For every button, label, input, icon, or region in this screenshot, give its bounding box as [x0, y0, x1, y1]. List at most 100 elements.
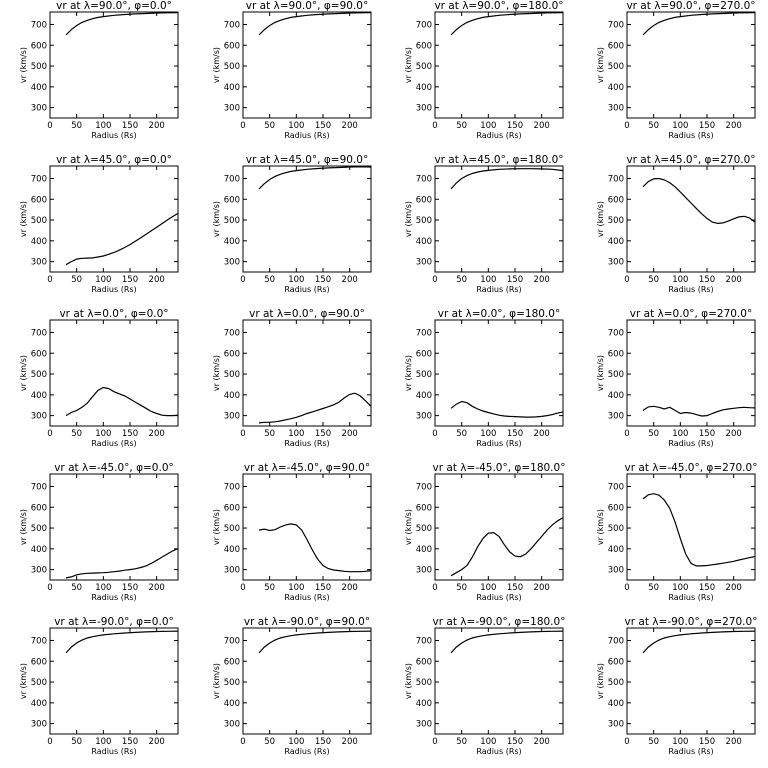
x-tick-label: 0: [624, 121, 629, 131]
subplot-title: vr at λ=-45.0°, φ=0.0°: [54, 462, 174, 474]
subplot-title: vr at λ=0.0°, φ=270.0°: [630, 308, 752, 320]
velocity-curve: [258, 166, 372, 190]
y-tick-label: 300: [416, 566, 432, 576]
subplot-title: vr at λ=-45.0°, φ=180.0°: [433, 462, 566, 474]
velocity-curve: [642, 493, 756, 567]
y-axis-label: vr (km/s): [596, 355, 605, 391]
subplot-15: vr at λ=-45.0°, φ=180.0° 0 50 100 150 200 300 4…: [404, 462, 565, 602]
plot-frame: [242, 473, 372, 581]
y-tick-label: 700: [224, 328, 240, 338]
y-tick-label: 300: [608, 720, 624, 730]
y-tick-label: 700: [608, 328, 624, 338]
x-tick-label: 150: [315, 275, 331, 285]
y-tick-label: 600: [608, 195, 624, 205]
x-tick-label: 200: [149, 429, 165, 439]
x-tick-label: 0: [240, 275, 245, 285]
plot-frame: [49, 319, 179, 427]
y-tick-label: 300: [608, 566, 624, 576]
y-axis-label: vr (km/s): [596, 47, 605, 83]
subplot-20: vr at λ=-90.0°, φ=270.0° 0 50 100 150 200 300 4…: [596, 616, 757, 756]
x-tick-label: 150: [699, 275, 715, 285]
y-tick-label: 500: [31, 524, 47, 534]
x-tick-label: 150: [507, 583, 523, 593]
plot-frame: [242, 165, 372, 273]
y-tick-label: 300: [224, 566, 240, 576]
x-tick-label: 50: [264, 121, 275, 131]
subplot-9: vr at λ=0.0°, φ=0.0° 0 50 100 150 200 300 400 50…: [19, 308, 179, 448]
subplot-13: vr at λ=-45.0°, φ=0.0° 0 50 100 150 200 300 400…: [19, 462, 179, 602]
y-tick-label: 300: [608, 258, 624, 268]
y-tick-label: 600: [224, 657, 240, 667]
subplot-8: vr at λ=45.0°, φ=270.0° 0 50 100 150 200 300 40…: [596, 154, 756, 294]
y-tick-label: 500: [608, 62, 624, 72]
y-tick-label: 500: [416, 370, 432, 380]
x-tick-label: 50: [456, 737, 467, 747]
y-tick-label: 500: [224, 678, 240, 688]
plot-frame: [242, 11, 372, 119]
y-tick-label: 700: [608, 636, 624, 646]
x-tick-label: 200: [149, 737, 165, 747]
y-tick-label: 500: [224, 370, 240, 380]
x-tick-label: 100: [480, 737, 496, 747]
velocity-curve: [65, 386, 179, 417]
subplot-title: vr at λ=-90.0°, φ=0.0°: [54, 616, 174, 628]
y-tick-label: 500: [31, 678, 47, 688]
y-tick-label: 300: [31, 566, 47, 576]
y-tick-label: 600: [224, 195, 240, 205]
subplot-2: vr at λ=90.0°, φ=90.0° 0 50 100 150 200 300 400…: [212, 0, 372, 140]
y-axis-label: vr (km/s): [212, 47, 221, 83]
y-tick-label: 400: [31, 545, 47, 555]
x-tick-label: 0: [432, 275, 437, 285]
subplot-4: vr at λ=90.0°, φ=270.0° 0 50 100 150 200 300 40…: [596, 0, 756, 140]
x-tick-label: 50: [264, 583, 275, 593]
y-tick-label: 300: [31, 104, 47, 114]
subplot-10: vr at λ=0.0°, φ=90.0° 0 50 100 150 200 300 400 5…: [212, 308, 372, 448]
velocity-curve: [65, 12, 179, 36]
x-tick-label: 100: [288, 275, 304, 285]
x-tick-label: 100: [672, 737, 688, 747]
subplot-title: vr at λ=-45.0°, φ=90.0°: [244, 462, 370, 474]
x-tick-label: 0: [432, 737, 437, 747]
x-tick-label: 150: [122, 275, 138, 285]
x-tick-label: 50: [648, 737, 659, 747]
plot-frame: [626, 473, 756, 581]
subplot-17: vr at λ=-90.0°, φ=0.0° 0 50 100 150 200 300 400…: [19, 616, 179, 756]
x-tick-label: 50: [264, 429, 275, 439]
y-axis-label: vr (km/s): [596, 663, 605, 699]
x-tick-label: 0: [624, 275, 629, 285]
y-tick-label: 700: [416, 328, 432, 338]
x-axis-label: Radius (Rs): [284, 285, 329, 294]
y-tick-label: 600: [31, 657, 47, 667]
y-tick-label: 600: [31, 41, 47, 51]
y-tick-label: 300: [31, 720, 47, 730]
plot-frame: [626, 165, 756, 273]
x-tick-label: 100: [95, 121, 111, 131]
y-axis-label: vr (km/s): [404, 355, 413, 391]
plot-frame: [434, 473, 564, 581]
y-tick-label: 600: [31, 195, 47, 205]
x-tick-label: 100: [288, 429, 304, 439]
x-tick-label: 200: [534, 429, 550, 439]
velocity-curve: [450, 630, 564, 654]
y-axis-label: vr (km/s): [19, 201, 28, 237]
velocity-curve: [258, 12, 372, 36]
subplot-6: vr at λ=45.0°, φ=90.0° 0 50 100 150 200 300 400…: [212, 154, 372, 294]
y-tick-label: 400: [31, 83, 47, 93]
y-tick-label: 600: [224, 349, 240, 359]
y-axis-label: vr (km/s): [212, 509, 221, 545]
x-tick-label: 150: [315, 583, 331, 593]
x-tick-label: 0: [47, 583, 52, 593]
y-tick-label: 700: [608, 174, 624, 184]
x-tick-label: 50: [71, 737, 82, 747]
x-tick-label: 200: [342, 121, 358, 131]
plot-frame: [626, 627, 756, 735]
x-tick-label: 150: [507, 737, 523, 747]
y-tick-label: 500: [416, 216, 432, 226]
x-tick-label: 50: [456, 275, 467, 285]
y-tick-label: 600: [608, 349, 624, 359]
x-tick-label: 150: [507, 121, 523, 131]
velocity-curve: [642, 405, 756, 417]
y-tick-label: 700: [416, 636, 432, 646]
y-tick-label: 700: [224, 20, 240, 30]
x-tick-label: 200: [342, 737, 358, 747]
